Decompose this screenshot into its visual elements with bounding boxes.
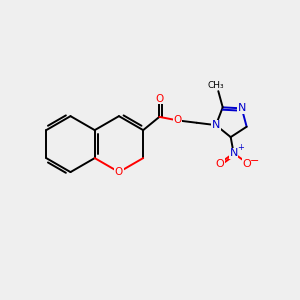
- Text: O: O: [115, 167, 123, 177]
- Text: N: N: [230, 148, 238, 158]
- Text: N: N: [238, 103, 246, 113]
- Text: CH₃: CH₃: [207, 81, 224, 90]
- Text: O: O: [173, 116, 182, 125]
- Text: O: O: [155, 94, 164, 103]
- Text: +: +: [237, 143, 244, 152]
- Text: O: O: [215, 159, 224, 169]
- Text: O: O: [243, 159, 252, 169]
- Text: −: −: [250, 156, 260, 166]
- Text: N: N: [212, 120, 220, 130]
